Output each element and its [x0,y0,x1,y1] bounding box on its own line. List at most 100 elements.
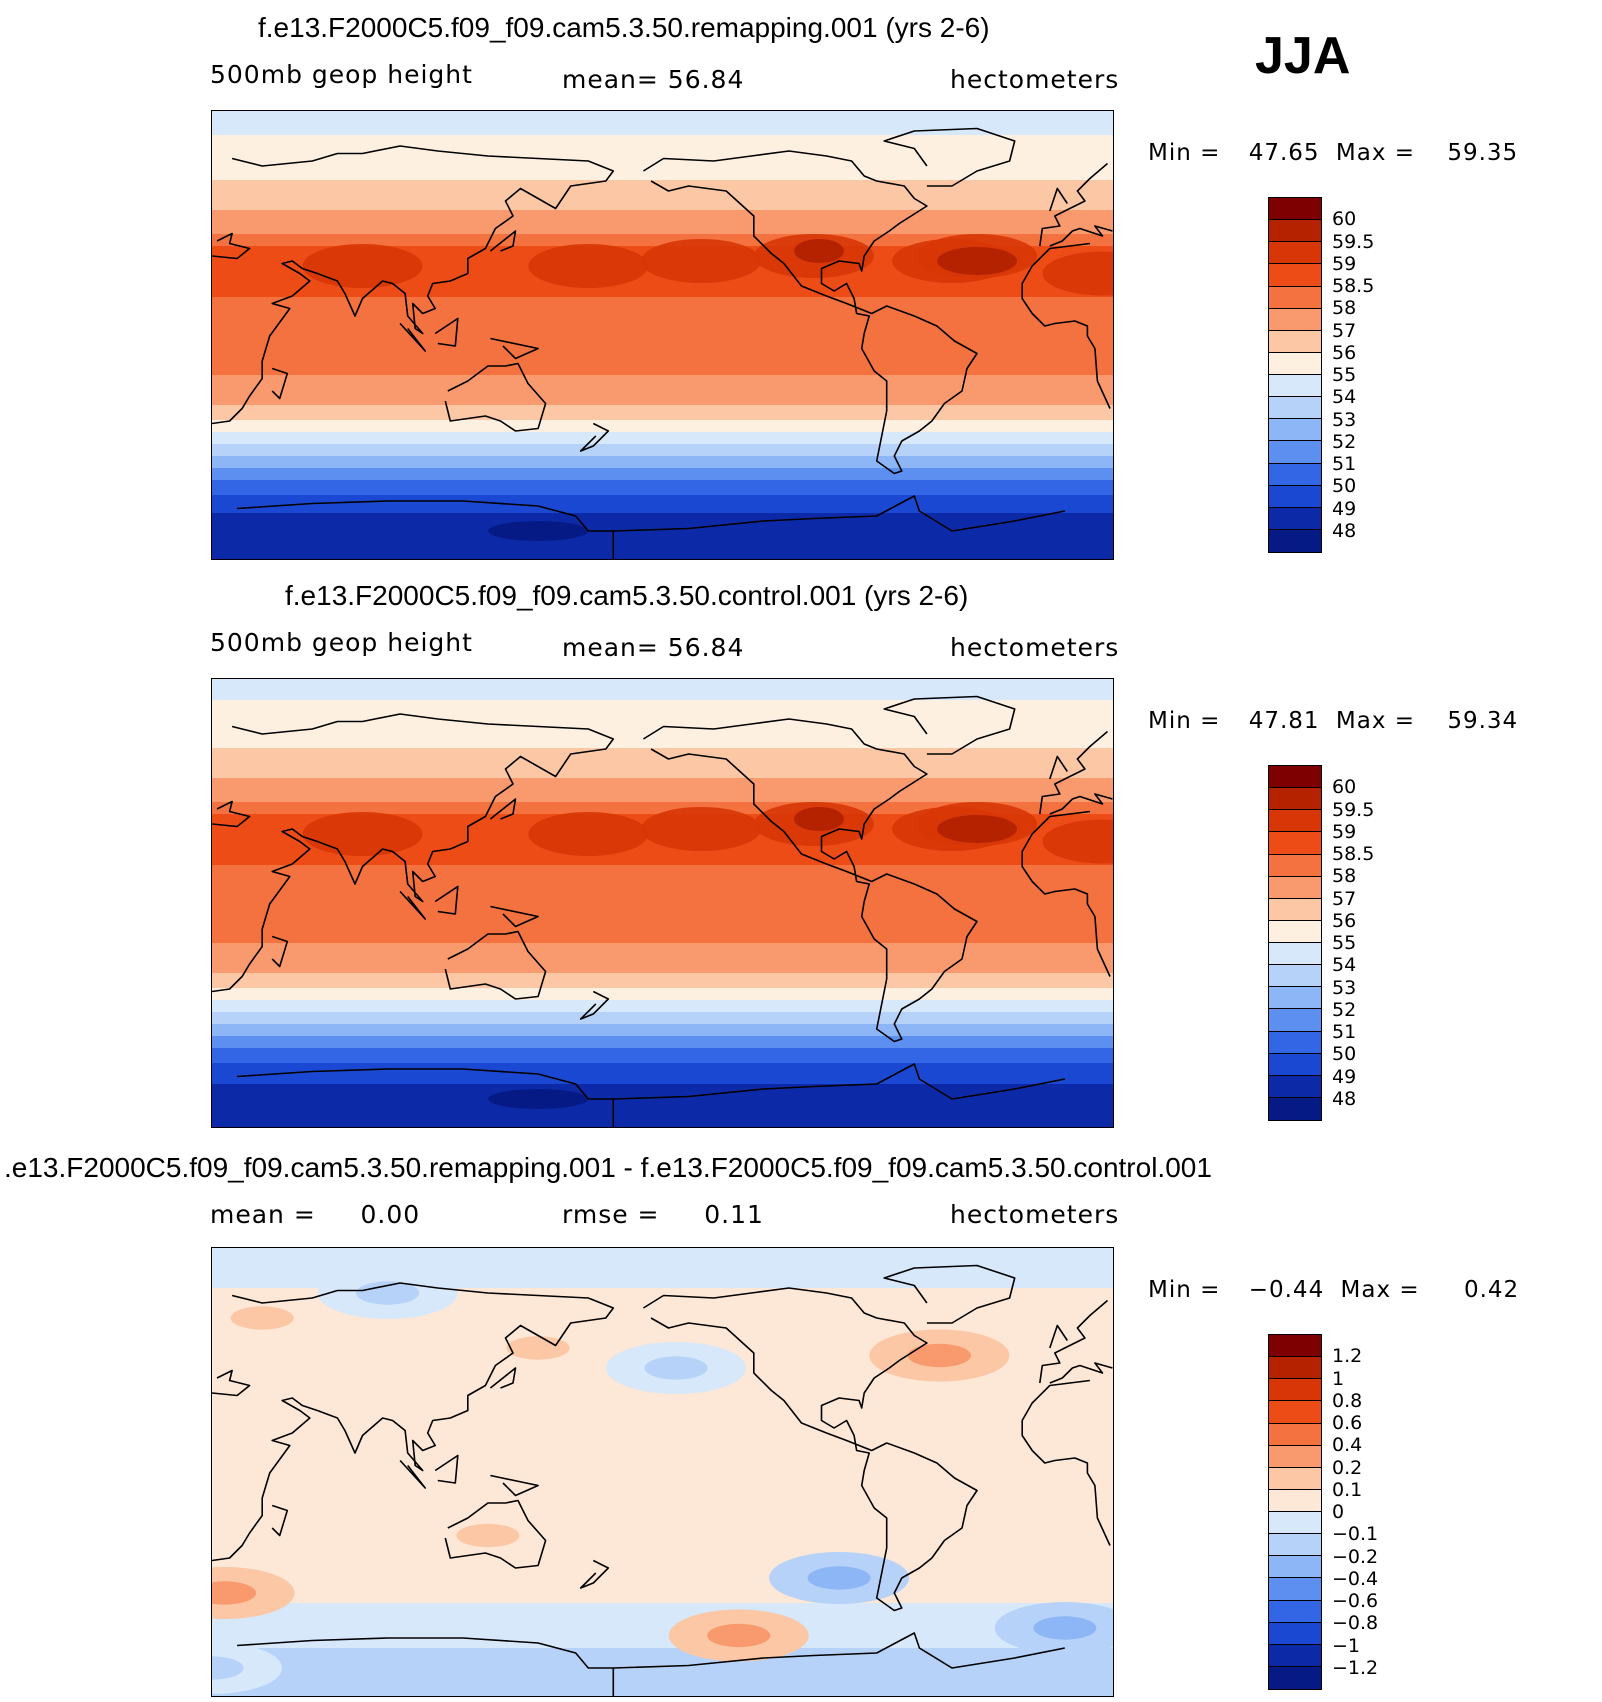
contour-band [212,501,1113,505]
contour-band [212,1063,1113,1067]
colorbar-tick-label: 0.4 [1332,1434,1363,1457]
contour-band [212,525,1113,529]
contour-band [212,321,1113,325]
contour-band [212,555,1113,559]
colorbar-tick-label: 52 [1332,430,1357,453]
high-pressure-core [937,815,1018,843]
contour-band [212,372,1113,376]
contour-band [212,477,1113,481]
contour-band [212,333,1113,337]
panel1-map [211,110,1114,560]
contour-band [212,237,1113,241]
contour-band [212,378,1113,382]
colorbar-tick-label: 59 [1332,820,1357,843]
contour-band [212,312,1113,316]
panel3-units-label: hectometers [950,1200,1120,1229]
colorbar-swatch [1269,1534,1321,1557]
contour-band [212,679,1113,683]
high-pressure-cell [1042,251,1113,296]
contour-band [212,156,1113,160]
colorbar-tick-label: 1.2 [1332,1345,1363,1368]
contour-band [212,931,1113,935]
contour-band [212,871,1113,875]
contour-band [212,1018,1113,1022]
anomaly-core [212,1656,244,1680]
contour-band [212,222,1113,226]
contour-band [212,874,1113,878]
colorbar-swatch [1269,1666,1321,1689]
colorbar-tick-label: 57 [1332,319,1357,342]
contour-band [212,366,1113,370]
colorbar-tick-label: 52 [1332,998,1357,1021]
contour-band [212,967,1113,971]
contour-band [212,925,1113,929]
contour-band [212,943,1113,947]
coastline [271,367,289,400]
contour-band [212,411,1113,415]
contour-band [212,234,1113,238]
coastline [579,1559,610,1589]
colorbar-tick-label: 0 [1332,1501,1345,1523]
colorbar-swatch [1269,832,1321,855]
contour-band [212,730,1113,734]
coastlines [212,1264,1113,1696]
contour-band [212,748,1113,752]
anomaly-core [356,1281,420,1305]
contour-band [212,922,1113,926]
colorbar-swatch [1269,1009,1321,1032]
colorbar-swatch [1269,810,1321,833]
contour-band [212,171,1113,175]
season-label: JJA [1255,27,1351,85]
contour-band [212,778,1113,782]
contour-band [212,114,1113,118]
contour-band [212,1648,1113,1696]
contour-band [212,970,1113,974]
contour-band [212,961,1113,965]
colorbar-tick-label: 49 [1332,1065,1357,1088]
coastline [1049,755,1068,780]
colorbar-tick-label: 59.5 [1332,230,1375,253]
coastline [444,362,547,432]
panel3-minmax: Min = −0.44 Max = 0.42 [1148,1277,1519,1303]
contour-band [212,492,1113,496]
coastline [444,1499,547,1569]
anomaly-core [707,1623,771,1648]
contour-band [212,351,1113,355]
panel1-colorbar [1268,197,1322,553]
contour-band [212,982,1113,986]
contour-band [212,1021,1113,1025]
high-pressure-cell [641,807,762,851]
panel2-mean-label: mean= 56.84 [562,633,745,662]
contour-band [212,697,1113,701]
colorbar-swatch [1269,352,1321,375]
contour-band [212,1087,1113,1091]
contour-band [212,147,1113,151]
contour-band [212,799,1113,803]
colorbar-tick-label: 58.5 [1332,843,1375,865]
contour-band [212,946,1113,950]
contour-band [212,444,1113,448]
contour-band [212,402,1113,406]
panel3-colorbar [1268,1334,1322,1690]
contour-band [212,552,1113,556]
contour-band [212,369,1113,373]
coastline [444,930,547,1000]
panel1-minmax: Min = 47.65 Max = 59.35 [1148,140,1518,166]
colorbar-tick-label: 0.8 [1332,1389,1363,1412]
panel2-colorbar [1268,765,1322,1121]
anomaly-core [907,1343,971,1368]
contour-band [212,390,1113,394]
contour-band [212,459,1113,463]
contour-band [212,802,1113,806]
colorbar-tick-label: 59 [1332,252,1357,275]
coastlines [212,695,1113,1127]
coastline [271,1504,289,1537]
contour-band [212,682,1113,686]
colorbar-tick-label: 55 [1332,364,1357,386]
coastline [883,127,1016,187]
panel2-min-value: 47.81 [1248,708,1320,734]
coastline [642,718,978,1043]
panel3-max-label: Max = [1340,1277,1420,1303]
panel3-min-value: −0.44 [1248,1277,1325,1303]
contour-band [212,997,1113,1001]
